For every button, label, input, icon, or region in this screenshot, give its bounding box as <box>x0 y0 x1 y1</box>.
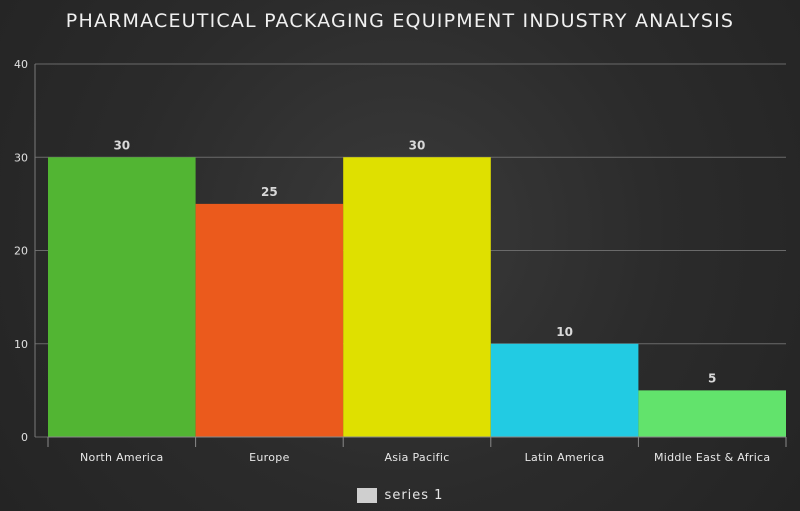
bar <box>638 390 786 437</box>
y-tick-label: 40 <box>14 58 28 71</box>
legend: series 1 <box>0 488 800 503</box>
y-tick-label: 0 <box>21 431 28 444</box>
y-tick-label: 10 <box>14 338 28 351</box>
x-tick-label: Middle East & Africa <box>654 451 771 464</box>
legend-swatch <box>356 488 377 503</box>
x-tick-label: Latin America <box>525 451 605 464</box>
bars <box>48 157 786 437</box>
x-tick-label: Asia Pacific <box>384 451 449 464</box>
bar <box>195 203 344 437</box>
axes <box>34 64 787 447</box>
data-label: 30 <box>113 138 130 152</box>
data-label: 5 <box>708 371 716 385</box>
data-label: 30 <box>409 138 426 152</box>
bar-chart: 0 10 20 30 40 30 North America 25 Europe 30 Asia P… <box>14 58 787 464</box>
bar <box>343 157 491 437</box>
x-tick-label: Europe <box>249 451 289 464</box>
y-tick-label: 20 <box>14 245 28 258</box>
data-label: 25 <box>261 185 278 199</box>
data-label: 10 <box>556 325 573 339</box>
bar <box>490 343 639 437</box>
y-tick-label: 30 <box>14 151 28 164</box>
labels: 0 10 20 30 40 30 North America 25 Europe 30 Asia P… <box>14 58 770 464</box>
x-tick-label: North America <box>80 451 164 464</box>
bar <box>48 157 196 437</box>
chart-title: PHARMACEUTICAL PACKAGING EQUIPMENT INDUS… <box>65 10 735 32</box>
legend-label: series 1 <box>384 488 444 503</box>
